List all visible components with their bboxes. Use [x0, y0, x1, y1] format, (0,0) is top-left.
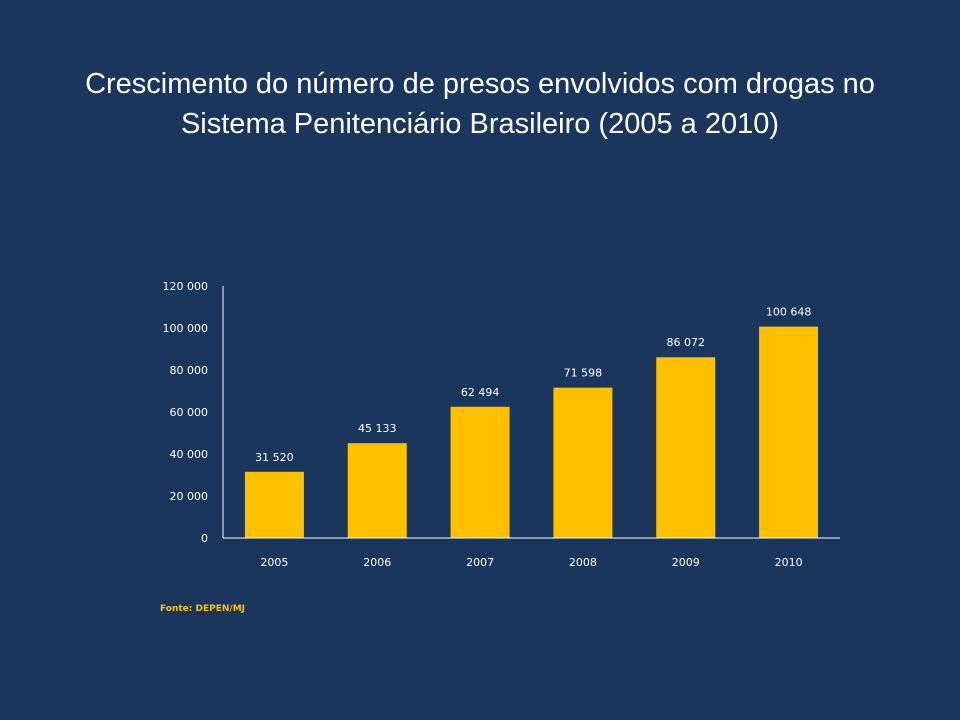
x-tick-label: 2008 — [569, 556, 597, 569]
data-label: 31 520 — [255, 451, 294, 464]
chart-title-line-2: Sistema Penitenciário Brasileiro (2005 a… — [180, 108, 780, 140]
bar — [244, 471, 304, 538]
y-tick-label: 80 000 — [170, 364, 209, 377]
y-tick-label: 20 000 — [170, 490, 209, 503]
y-tick-label: 100 000 — [163, 322, 209, 335]
bar — [450, 406, 510, 538]
y-tick-label: 60 000 — [170, 406, 209, 419]
x-tick-label: 2005 — [260, 556, 288, 569]
data-label: 100 648 — [766, 306, 812, 319]
data-label: 71 598 — [564, 367, 603, 380]
x-tick-label: 2007 — [466, 556, 494, 569]
chart-title-line-1: Crescimento do número de presos envolvid… — [85, 68, 875, 100]
data-label: 45 133 — [358, 422, 397, 435]
y-tick-label: 40 000 — [170, 448, 209, 461]
y-tick-label: 120 000 — [163, 280, 209, 293]
x-tick-label: 2009 — [672, 556, 700, 569]
bar — [553, 387, 613, 538]
data-label: 62 494 — [461, 386, 500, 399]
bar — [656, 357, 716, 538]
source-note: Fonte: DEPEN/MJ — [160, 604, 245, 614]
chart-title: Crescimento do número de presos envolvid… — [30, 64, 930, 144]
bar — [347, 443, 407, 538]
y-tick-label: 0 — [201, 532, 208, 545]
bar — [759, 326, 819, 538]
x-tick-label: 2006 — [363, 556, 391, 569]
x-tick-label: 2010 — [775, 556, 803, 569]
data-label: 86 072 — [667, 336, 706, 349]
